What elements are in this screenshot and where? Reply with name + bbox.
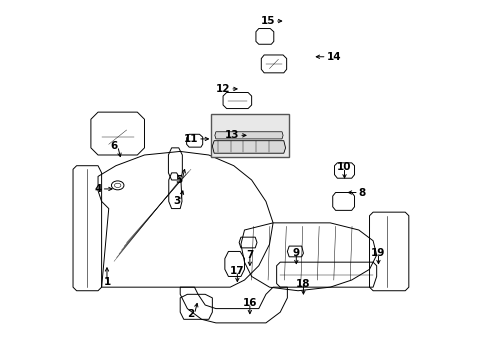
Bar [210,114,288,157]
Text: 3: 3 [173,197,180,206]
Text: 1: 1 [103,277,110,287]
Text: 10: 10 [337,162,351,172]
Text: 2: 2 [187,309,194,319]
Text: 15: 15 [260,16,274,26]
Text: 11: 11 [183,134,198,144]
Text: 18: 18 [296,279,310,289]
Text: 7: 7 [245,250,253,260]
Text: 17: 17 [229,266,244,276]
Polygon shape [212,141,285,153]
Text: 9: 9 [292,248,299,258]
Text: 14: 14 [326,52,341,62]
Text: 6: 6 [110,141,118,151]
Text: 5: 5 [174,175,182,185]
Text: 8: 8 [358,188,366,198]
Text: 13: 13 [224,130,239,140]
Text: 12: 12 [215,84,230,94]
Text: 19: 19 [370,248,385,258]
Text: 16: 16 [242,298,257,308]
Polygon shape [214,132,283,139]
Text: 4: 4 [94,184,102,194]
